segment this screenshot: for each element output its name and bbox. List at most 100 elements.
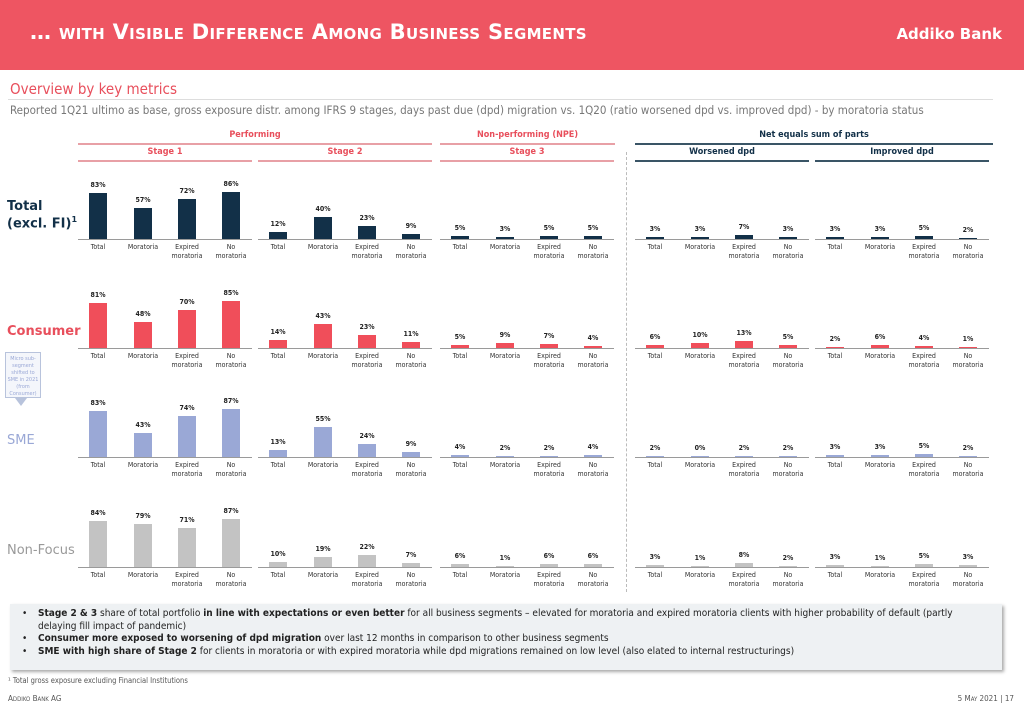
category-label: Total [90, 243, 106, 251]
category-label: No moratoria [215, 352, 247, 369]
header-bar: … with Visible Difference Among Business… [0, 0, 1024, 70]
category-label: No moratoria [952, 461, 984, 478]
group-underline [635, 143, 993, 145]
category-label: Expired moratoria [728, 571, 760, 588]
bar-value-label: 2% [649, 443, 661, 452]
bar-value-label: 5% [454, 224, 466, 233]
bar [314, 556, 332, 567]
bar-value-label: 3% [829, 553, 841, 562]
category-label: No moratoria [772, 243, 804, 260]
category-label: No moratoria [395, 352, 427, 369]
panel-underline [78, 160, 252, 162]
category-label: No moratoria [772, 352, 804, 369]
bar [871, 455, 889, 457]
chart-baseline [635, 348, 809, 349]
category-label: No moratoria [215, 461, 247, 478]
bar [779, 565, 797, 567]
bar [735, 340, 753, 348]
bar [959, 455, 977, 457]
bar-value-label: 5% [918, 224, 930, 233]
bar [691, 342, 709, 348]
chart-baseline [258, 348, 432, 349]
bar-value-label: 3% [649, 553, 661, 562]
bar [134, 207, 152, 239]
bar-value-label: 55% [315, 414, 331, 423]
bar-value-label: 6% [587, 551, 599, 560]
bar [691, 456, 709, 457]
category-label: No moratoria [215, 243, 247, 260]
category-label: Total [452, 243, 468, 251]
panel-underline [635, 160, 809, 162]
category-label: Expired moratoria [351, 352, 383, 369]
bar [540, 344, 558, 348]
category-label: Moratoria [127, 461, 159, 469]
chart-baseline [815, 348, 989, 349]
bar-value-label: 57% [135, 195, 151, 204]
bar-value-label: 23% [359, 323, 375, 332]
category-label: Total [270, 352, 286, 360]
panel-underline [815, 160, 989, 162]
panel-header: Worsened dpd [689, 147, 755, 157]
bar-value-label: 43% [315, 312, 331, 321]
category-label: No moratoria [215, 571, 247, 588]
bar-value-label: 0% [694, 444, 706, 452]
category-label: Expired moratoria [533, 352, 565, 369]
bar-value-label: 5% [918, 552, 930, 561]
callout-note: Micro sub-segment shifted to SME in 2021… [5, 352, 41, 398]
category-label: Moratoria [684, 352, 716, 360]
bar-value-label: 5% [454, 333, 466, 342]
bar [402, 563, 420, 567]
bar-value-label: 1% [874, 553, 886, 562]
category-label: Expired moratoria [171, 352, 203, 369]
row-label-sme: SME [7, 433, 35, 448]
category-label: No moratoria [952, 571, 984, 588]
addiko-logo: Addiko Bank [896, 25, 1002, 43]
category-label: Total [270, 461, 286, 469]
bar-value-label: 8% [738, 550, 750, 559]
category-label: No moratoria [952, 243, 984, 260]
slide-title: … with Visible Difference Among Business… [30, 20, 587, 44]
bar-value-label: 87% [223, 507, 239, 516]
category-label: Expired moratoria [351, 461, 383, 478]
bar [451, 345, 469, 348]
bar-value-label: 3% [829, 225, 841, 234]
chart-baseline [815, 457, 989, 458]
bar-value-label: 12% [270, 220, 286, 229]
bar [134, 433, 152, 457]
bar-value-label: 74% [179, 404, 195, 413]
bar [496, 455, 514, 457]
bar [358, 226, 376, 239]
group-underline [78, 143, 432, 145]
bar [826, 565, 844, 567]
bar-value-label: 3% [829, 443, 841, 452]
bar-value-label: 4% [587, 442, 599, 451]
panel-header: Stage 3 [509, 147, 545, 157]
category-label: Total [827, 352, 843, 360]
bar-value-label: 40% [315, 205, 331, 213]
category-label: Expired moratoria [908, 461, 940, 478]
footer-date-page: 5 May 2021 | 17 [957, 694, 1014, 703]
bar [178, 199, 196, 239]
row-label-consumer: Consumer [7, 324, 81, 339]
category-label: Moratoria [864, 461, 896, 469]
bar-value-label: 48% [135, 309, 151, 318]
bar-value-label: 14% [270, 328, 286, 337]
group-performing: Performing [229, 130, 281, 140]
bar-value-label: 3% [649, 225, 661, 234]
bar-value-label: 22% [359, 542, 375, 551]
chart-baseline [78, 457, 252, 458]
category-label: Expired moratoria [908, 571, 940, 588]
category-label: Expired moratoria [351, 571, 383, 588]
category-label: Total [827, 571, 843, 579]
bar-value-label: 5% [782, 333, 794, 342]
category-label: Moratoria [489, 243, 521, 251]
bar [646, 565, 664, 567]
category-label: Expired moratoria [908, 243, 940, 260]
bar-value-label: 2% [543, 443, 555, 452]
bar-value-label: 6% [874, 332, 886, 341]
row-label-sub: (excl. FI)1 [7, 215, 78, 232]
bar [646, 344, 664, 348]
bar [915, 345, 933, 348]
category-label: Total [90, 461, 106, 469]
category-label: Moratoria [489, 571, 521, 579]
